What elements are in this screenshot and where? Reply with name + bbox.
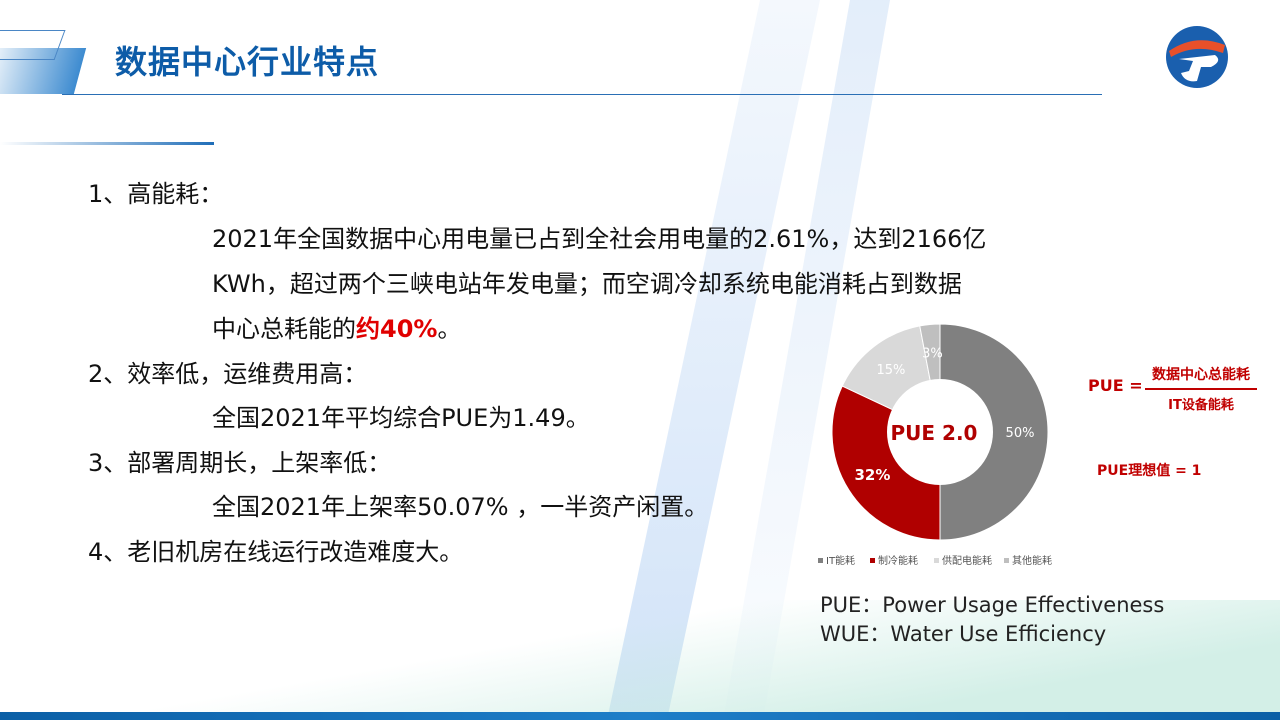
formula-lhs: PUE = [1088,376,1143,395]
legend-label: IT能耗 [826,554,855,567]
point-heading: 3、部署周期长，上架率低： [88,449,392,477]
formula-numerator: 数据中心总能耗 [1145,364,1257,390]
legend-label: 制冷能耗 [878,554,918,567]
slice-label: 32% [855,466,891,484]
company-logo [1166,26,1228,88]
slice-label: 15% [877,363,906,378]
formula-denominator: IT设备能耗 [1168,398,1234,413]
point-text: 全国2021年上架率50.07% ，一半资产闲置。 [212,493,709,521]
legend-swatch [818,558,823,563]
slice-label: 50% [1006,426,1035,441]
legend-swatch [1004,558,1009,563]
page-title: 数据中心行业特点 [115,43,380,81]
text: 。 [437,315,462,343]
text: 中心总耗能的 [212,315,356,343]
point-text: 中心总耗能的约40%。 [212,309,461,344]
point-heading: 1、高能耗： [88,180,224,208]
wue-definition: WUE：Water Use Efficiency [820,622,1107,646]
pue-ideal-value: PUE理想值 = 1 [1097,463,1202,479]
legend-swatch [934,558,939,563]
header-underline [0,142,214,145]
donut-hole [887,379,993,485]
bottom-bar [0,712,1280,720]
donut-slice-0 [939,323,1049,541]
point-heading: 4、老旧机房在线运行改造难度大。 [88,538,464,566]
point-heading: 2、效率低，运维费用高： [88,360,368,388]
center-label: PUE 2.0 [891,421,978,445]
pue-definition: PUE：Power Usage Effectiveness [820,593,1165,617]
highlight-text: 约40% [356,315,438,343]
pue-donut-chart: 50% 32% 15% 3% PUE 2.0 IT能耗 制冷能耗 供配电能耗 其他能耗 [818,323,1052,567]
background-gradient [0,600,1280,712]
point-text: KWh，超过两个三峡电站年发电量；而空调冷却系统电能消耗占到数据 [212,270,962,298]
legend-label: 其他能耗 [1012,554,1052,567]
legend-label: 供配电能耗 [942,554,992,567]
point-text: 全国2021年平均综合PUE为1.49。 [212,404,590,432]
point-text: 2021年全国数据中心用电量已占到全社会用电量的2.61%，达到2166亿 [212,225,987,253]
header-divider [62,94,1102,95]
header-decoration [0,30,66,60]
slice-label: 3% [922,346,943,361]
legend-swatch [870,558,875,563]
